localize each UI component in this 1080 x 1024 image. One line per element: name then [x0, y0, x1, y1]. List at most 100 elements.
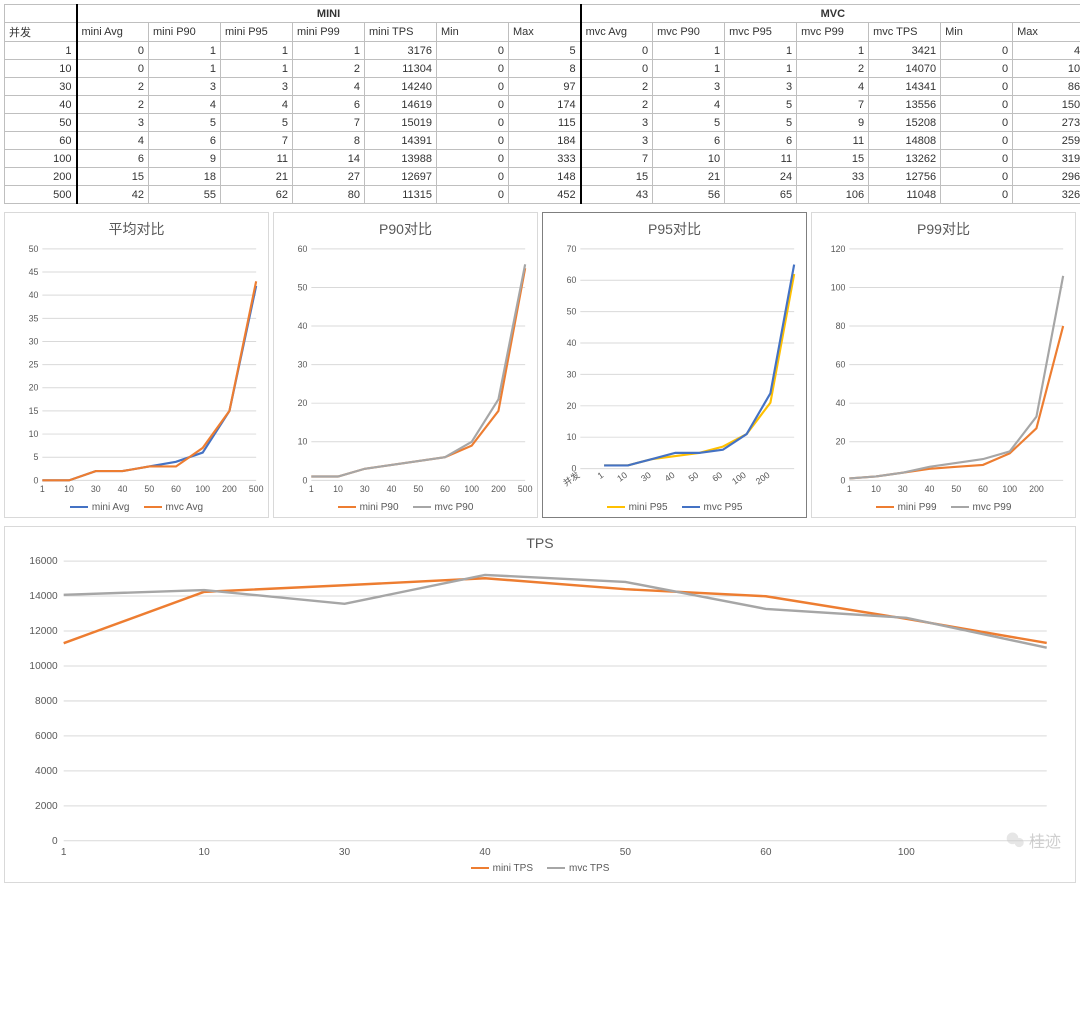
cell: 4 [221, 96, 293, 114]
cell: 0 [437, 60, 509, 78]
svg-text:1: 1 [847, 484, 852, 494]
svg-text:12000: 12000 [29, 626, 58, 637]
col-header: mini Avg [77, 23, 149, 42]
cell: 0 [437, 96, 509, 114]
section-mvc: MVC [581, 5, 1080, 23]
table-row: 4024461461901742457135560150 [5, 96, 1080, 114]
svg-text:6000: 6000 [35, 731, 58, 742]
svg-text:100: 100 [195, 484, 210, 494]
cell: 18 [149, 168, 221, 186]
cell: 33 [797, 168, 869, 186]
cell: 8 [293, 132, 365, 150]
cell: 15 [797, 150, 869, 168]
cell: 56 [653, 186, 725, 204]
cell: 1 [149, 60, 221, 78]
cell: 3176 [365, 42, 437, 60]
chart-title: P99对比 [816, 219, 1071, 239]
cell: 11048 [869, 186, 941, 204]
svg-text:10: 10 [333, 484, 343, 494]
chart-svg: 010203040506070并发11030405060100200 [547, 243, 802, 498]
chart-legend: mini P90mvc P90 [278, 502, 533, 513]
cell: 15208 [869, 114, 941, 132]
cell: 1 [221, 42, 293, 60]
svg-text:20: 20 [836, 437, 846, 447]
cell: 319 [1013, 150, 1080, 168]
svg-text:2000: 2000 [35, 801, 58, 812]
col-header: mvc TPS [869, 23, 941, 42]
cell: 3 [221, 78, 293, 96]
cell: 11 [725, 150, 797, 168]
svg-text:200: 200 [491, 484, 506, 494]
cell: 0 [437, 42, 509, 60]
cell: 7 [221, 132, 293, 150]
svg-text:0: 0 [841, 475, 846, 485]
cell: 6 [149, 132, 221, 150]
col-header: Max [1013, 23, 1080, 42]
col-header: mvc P90 [653, 23, 725, 42]
cell: 1 [293, 42, 365, 60]
cell: 11 [797, 132, 869, 150]
svg-text:40: 40 [836, 398, 846, 408]
svg-text:14000: 14000 [29, 591, 58, 602]
small-chart[interactable]: P95对比010203040506070并发11030405060100200m… [542, 212, 807, 518]
small-chart[interactable]: P90对比010203040506011030405060100200500mi… [273, 212, 538, 518]
svg-text:100: 100 [1002, 484, 1017, 494]
cell: 11315 [365, 186, 437, 204]
legend-item: mvc P95 [682, 502, 743, 513]
cell: 14070 [869, 60, 941, 78]
cell: 2 [293, 60, 365, 78]
chart-title: P90对比 [278, 219, 533, 239]
cell: 8 [509, 60, 581, 78]
cell: 97 [509, 78, 581, 96]
svg-text:30: 30 [29, 336, 39, 346]
svg-text:100: 100 [730, 470, 748, 487]
svg-text:10: 10 [64, 484, 74, 494]
cell: 148 [509, 168, 581, 186]
svg-text:1: 1 [40, 484, 45, 494]
svg-text:20: 20 [567, 401, 577, 411]
cell: 3 [77, 114, 149, 132]
col-header: Min [941, 23, 1013, 42]
cell: 27 [293, 168, 365, 186]
svg-text:50: 50 [687, 470, 701, 484]
cell: 150 [1013, 96, 1080, 114]
small-chart[interactable]: 平均对比051015202530354045501103040506010020… [4, 212, 269, 518]
cell: 11 [221, 150, 293, 168]
cell: 42 [77, 186, 149, 204]
table-row: 1006911141398803337101115132620319 [5, 150, 1080, 168]
svg-text:50: 50 [951, 484, 961, 494]
cell: 3 [581, 132, 653, 150]
cell: 6 [77, 150, 149, 168]
chart-legend: mini P95 mvc P95 [547, 502, 802, 513]
cell: 273 [1013, 114, 1080, 132]
cell: 10 [5, 60, 77, 78]
svg-text:50: 50 [620, 847, 632, 858]
cell: 0 [437, 168, 509, 186]
col-header: mvc P95 [725, 23, 797, 42]
chart-legend: mini P99mvc P99 [816, 502, 1071, 513]
table-section-row: MINI MVC [5, 5, 1080, 23]
svg-text:10: 10 [29, 429, 39, 439]
svg-text:5: 5 [34, 452, 39, 462]
legend-item: mini P95 [607, 502, 668, 513]
cell: 0 [437, 78, 509, 96]
cell: 333 [509, 150, 581, 168]
col-header: 并发 [5, 23, 77, 42]
cell: 3 [653, 78, 725, 96]
cell: 10 [1013, 60, 1080, 78]
cell: 1 [653, 42, 725, 60]
svg-text:15: 15 [29, 406, 39, 416]
cell: 0 [941, 114, 1013, 132]
cell: 115 [509, 114, 581, 132]
cell: 9 [797, 114, 869, 132]
svg-text:60: 60 [440, 484, 450, 494]
cell: 2 [77, 96, 149, 114]
cell: 1 [653, 60, 725, 78]
cell: 60 [5, 132, 77, 150]
tps-chart-svg: 0200040006000800010000120001400016000110… [13, 555, 1067, 859]
cell: 0 [941, 96, 1013, 114]
cell: 14808 [869, 132, 941, 150]
table-row: 50042556280113150452435665106110480326 [5, 186, 1080, 204]
small-chart[interactable]: P99对比02040608010012011030405060100200min… [811, 212, 1076, 518]
cell: 6 [725, 132, 797, 150]
